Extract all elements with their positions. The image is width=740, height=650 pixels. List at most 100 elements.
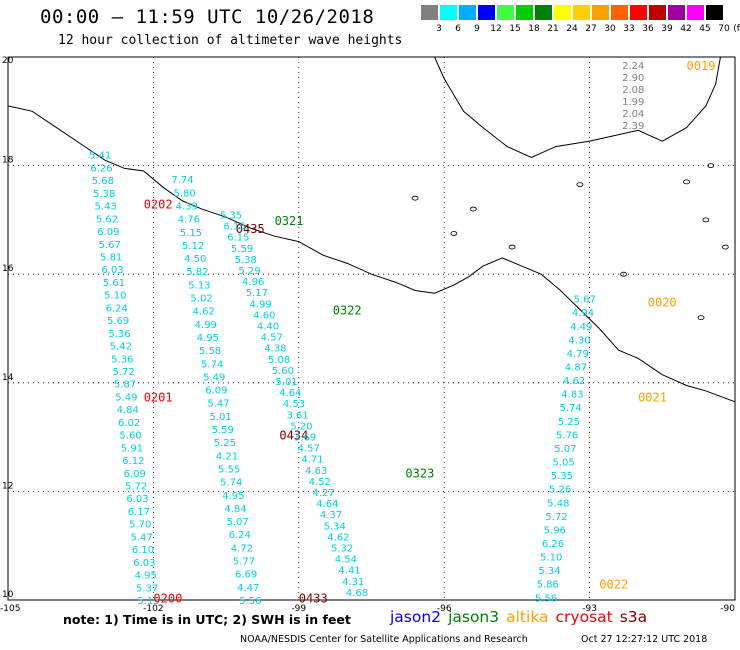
legend-label: 21 (547, 24, 559, 34)
swh-value: 5.61 (103, 278, 125, 289)
island-outline (707, 163, 715, 169)
swh-value: 6.17 (128, 507, 150, 518)
swh-value: 6.10 (132, 545, 154, 556)
legend-unit: (ft) (733, 24, 740, 34)
swh-value: 5.20 (290, 421, 312, 432)
satellite-key-altika: altika (506, 608, 549, 626)
swh-value: 5.59 (231, 244, 253, 255)
legend-swatch-9 (459, 5, 476, 20)
swh-value: 4.41 (338, 566, 360, 577)
legend-label: 70 (718, 24, 730, 34)
legend-label: 45 (699, 24, 711, 34)
swh-value: 5.74 (560, 403, 582, 414)
swh-value: 5.49 (115, 392, 137, 403)
legend-label: 9 (474, 24, 480, 34)
swh-value: 5.55 (218, 464, 240, 475)
legend-label: 12 (490, 24, 502, 34)
swh-value: 5.74 (201, 359, 223, 370)
legend-swatch-15 (497, 5, 514, 20)
swh-value: 5.10 (104, 291, 126, 302)
legend-swatch-27 (573, 5, 590, 20)
swh-value: 5.48 (547, 498, 569, 509)
satellite-key-s3a: s3a (619, 608, 648, 626)
legend-swatch-12 (478, 5, 495, 20)
satellite-key-jason2: jason2 (390, 608, 442, 626)
swh-value: 4.68 (346, 588, 368, 599)
island-outline (469, 206, 477, 212)
swh-value: 4.79 (567, 349, 589, 360)
swh-value: 4.49 (570, 322, 592, 333)
swh-value: 4.64 (279, 388, 301, 399)
swh-value: 6.09 (97, 227, 119, 238)
satellite-key-jason3: jason3 (448, 608, 500, 626)
legend-label: 33 (623, 24, 635, 34)
swh-value: 6.03 (101, 265, 123, 276)
legend-label: 27 (585, 24, 597, 34)
legend-swatch-24 (554, 5, 571, 20)
swh-value: 4.21 (216, 451, 238, 462)
swh-value: 4.54 (335, 555, 357, 566)
map-frame (7, 56, 736, 601)
swh-value: 2.24 (622, 61, 644, 72)
swh-value: 6.26 (90, 163, 112, 174)
swh-value: 6.26 (542, 539, 564, 550)
swh-value: 3.61 (287, 410, 309, 421)
lon-tick-label: -99 (291, 604, 306, 614)
swh-value: 5.41 (89, 151, 111, 162)
swh-value: 5.34 (324, 521, 346, 532)
pass-time-label: 0200 (153, 591, 182, 605)
lat-tick-label: 10 (2, 590, 14, 600)
pacific-coastline (7, 105, 736, 403)
chart-title: 00:00 – 11:59 UTC 10/26/2018 (40, 6, 375, 28)
swh-value: 5.68 (92, 176, 114, 187)
legend-label: 6 (455, 24, 461, 34)
swh-value: 4.76 (178, 215, 200, 226)
legend-label: 42 (680, 24, 692, 34)
pass-time-label: 0321 (275, 214, 304, 228)
pass-time-label: 0433 (299, 591, 328, 605)
island-outline (411, 195, 419, 201)
legend-label: 18 (528, 24, 540, 34)
swh-value: 1.99 (622, 97, 644, 108)
swh-value: 6.24 (106, 303, 128, 314)
pass-time-label: 0021 (638, 390, 667, 404)
swh-value: 4.84 (117, 405, 139, 416)
satellite-key-cryosat: cryosat (555, 608, 613, 626)
swh-value: 4.53 (283, 399, 305, 410)
swh-value: 6.09 (124, 469, 146, 480)
swh-value: 5.72 (545, 512, 567, 523)
swh-value: 5.81 (100, 253, 122, 264)
swh-value: 5.67 (99, 240, 121, 251)
swh-value: 3.69 (294, 432, 316, 443)
swh-value: 6.03 (133, 558, 155, 569)
swh-value: 6.69 (235, 570, 257, 581)
swh-value: 4.60 (253, 310, 275, 321)
swh-value: 5.56 (239, 596, 261, 607)
swh-value: 5.38 (235, 255, 257, 266)
swh-value: 4.62 (327, 532, 349, 543)
swh-value: 7.74 (171, 175, 193, 186)
island-outline (702, 217, 710, 223)
swh-value: 5.76 (556, 430, 578, 441)
swh-value: 5.01 (210, 412, 232, 423)
swh-value: 5.96 (544, 525, 566, 536)
gulf-coastline (434, 56, 721, 159)
swh-value: 6.15 (227, 233, 249, 244)
swh-value: 2.04 (622, 109, 644, 120)
swh-value: 5.42 (110, 342, 132, 353)
legend-label: 39 (661, 24, 673, 34)
swh-value: 5.02 (190, 294, 212, 305)
swh-value: 5.26 (549, 485, 571, 496)
lon-tick-label: -105 (0, 604, 20, 614)
lat-tick-label: 20 (2, 56, 14, 66)
pass-time-label: 0435 (236, 222, 265, 236)
swh-value: 5.60 (272, 366, 294, 377)
swh-value: 4.64 (316, 499, 338, 510)
pass-time-label: 0323 (405, 466, 434, 480)
swh-value: 5.47 (207, 399, 229, 410)
legend-label: 36 (642, 24, 654, 34)
legend-swatch-45 (687, 5, 704, 20)
swh-value: 5.25 (214, 438, 236, 449)
swh-value: 5.91 (121, 443, 143, 454)
